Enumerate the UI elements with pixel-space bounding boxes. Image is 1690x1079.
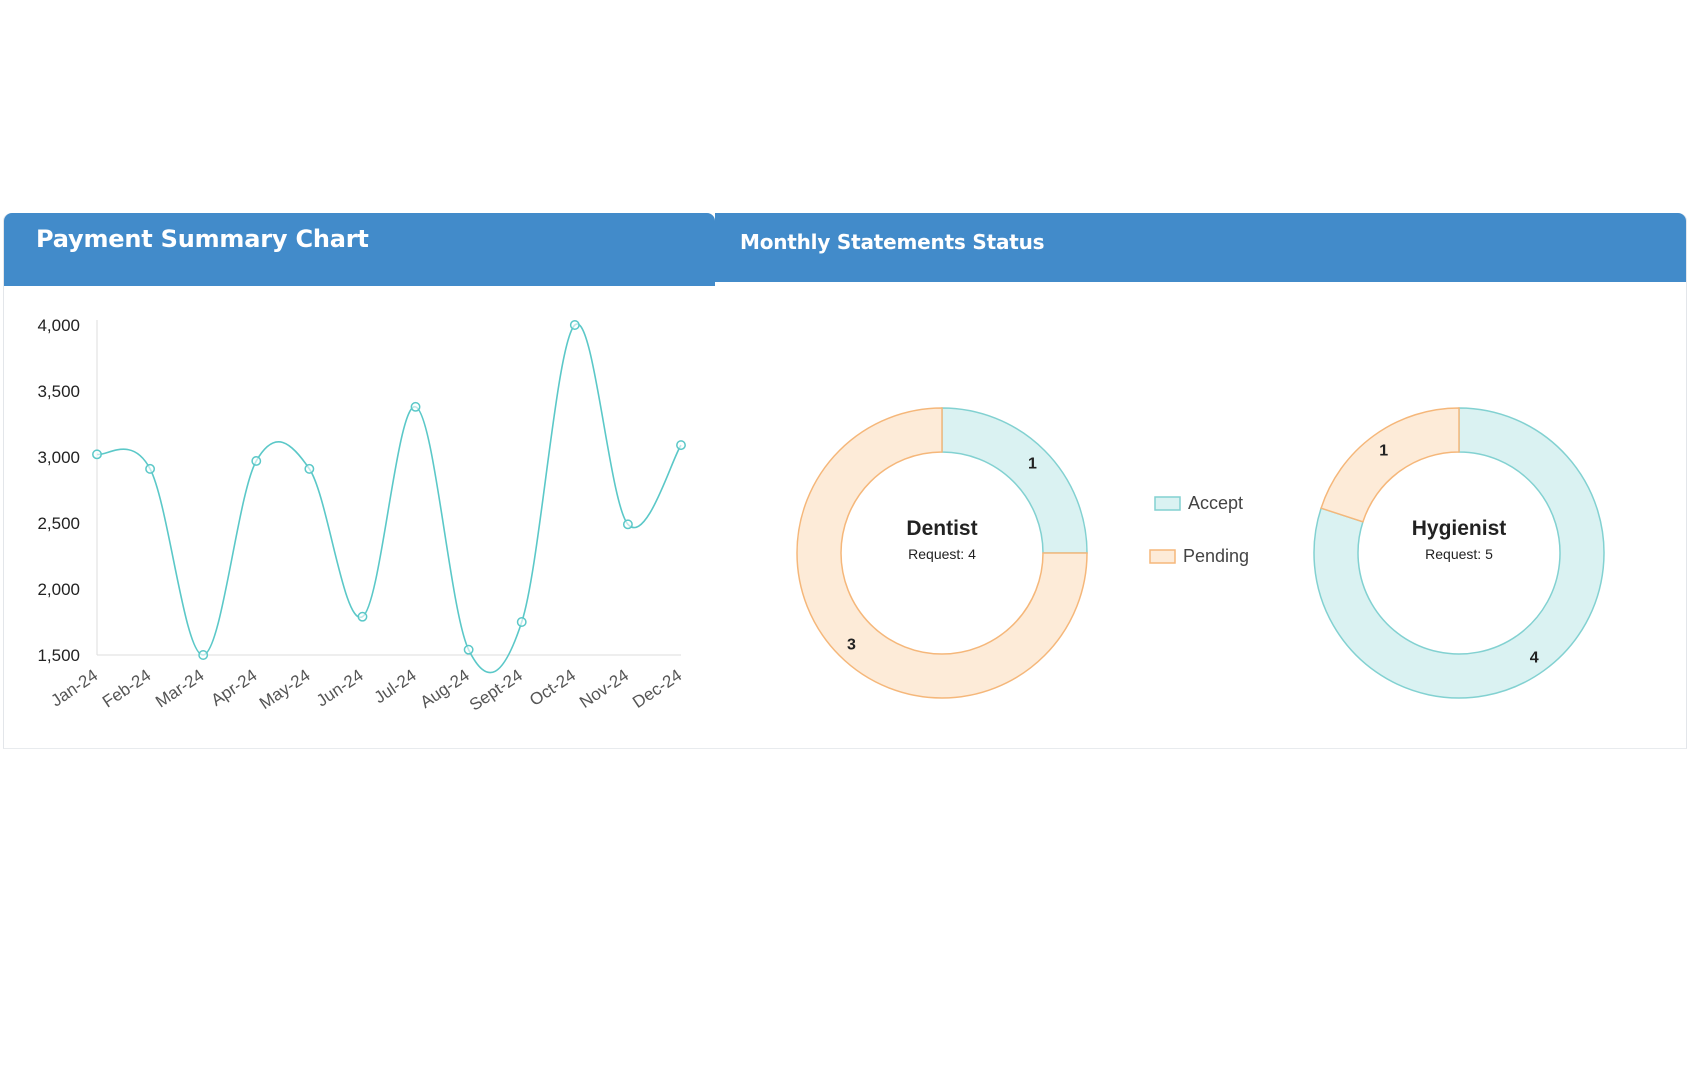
- payment-series-line: [96, 323, 682, 674]
- y-tick-labels: 1,500 2,000 2,500 3,000 3,500 4,000: [37, 316, 80, 665]
- x-tick-label: May-24: [256, 666, 314, 713]
- slice-value-label: 1: [1028, 455, 1037, 472]
- slice-value-label: 4: [1530, 650, 1539, 667]
- y-tick-label: 1,500: [37, 646, 80, 665]
- legend-label[interactable]: Pending: [1183, 546, 1249, 566]
- data-point: [410, 401, 421, 412]
- data-point: [304, 463, 315, 474]
- x-tick-label: Jul-24: [371, 666, 420, 708]
- y-tick-label: 3,000: [37, 448, 80, 467]
- data-point: [198, 650, 209, 660]
- data-point: [92, 449, 102, 460]
- accept-slice[interactable]: [1313, 407, 1605, 699]
- pending-slice[interactable]: [796, 407, 1088, 699]
- payment-summary-title: Payment Summary Chart: [36, 225, 369, 253]
- legend-swatch: [1154, 496, 1181, 511]
- x-tick-label: Mar-24: [152, 666, 207, 712]
- data-point: [676, 440, 686, 451]
- legend-swatch: [1149, 549, 1176, 564]
- x-tick-label: Dec-24: [629, 666, 685, 712]
- monthly-statements-title: Monthly Statements Status: [740, 230, 1045, 254]
- pending-slice[interactable]: [1320, 407, 1460, 523]
- payment-summary-header: Payment Summary Chart: [4, 213, 715, 286]
- x-tick-label: Sept-24: [466, 666, 526, 715]
- doughnut-title: Hygienist: [1412, 517, 1507, 540]
- data-point: [569, 320, 580, 330]
- y-tick-label: 3,500: [37, 382, 80, 401]
- payment-summary-panel: Payment Summary Chart: [3, 213, 715, 749]
- hygienist-doughnut-chart: 4 1 Hygienist Request: 5: [1313, 407, 1605, 699]
- data-point: [516, 617, 527, 627]
- x-tick-label: Apr-24: [208, 666, 261, 710]
- slice-value-label: 1: [1379, 442, 1388, 459]
- x-tick-label: Aug-24: [417, 666, 473, 712]
- data-point: [145, 463, 156, 474]
- doughnut-subtitle: Request: 5: [1425, 546, 1493, 562]
- x-tick-label: Jun-24: [313, 666, 367, 711]
- dentist-doughnut-chart: 1 3 Dentist Request: 4: [796, 407, 1088, 699]
- x-tick-label: Feb-24: [99, 666, 154, 712]
- x-tick-label: Jan-24: [48, 666, 102, 711]
- y-tick-label: 2,000: [37, 580, 80, 599]
- monthly-statements-header: Monthly Statements Status: [715, 213, 1686, 282]
- data-point: [622, 519, 633, 530]
- data-point: [251, 456, 262, 466]
- x-tick-label: Oct-24: [526, 666, 579, 710]
- data-point: [357, 611, 368, 622]
- data-point: [463, 644, 474, 655]
- doughnut-subtitle: Request: 4: [908, 546, 976, 562]
- y-tick-label: 4,000: [37, 316, 80, 335]
- slice-value-label: 3: [847, 637, 856, 654]
- doughnut-title: Dentist: [906, 517, 977, 540]
- status-legend: Accept Pending: [1149, 493, 1249, 566]
- y-tick-label: 2,500: [37, 514, 80, 533]
- legend-label[interactable]: Accept: [1188, 493, 1243, 513]
- x-tick-label: Nov-24: [576, 666, 632, 712]
- payment-line-chart: 1,500 2,000 2,500 3,000 3,500 4,000 Jan-24Feb…: [37, 316, 686, 715]
- payment-series-points: [92, 320, 686, 660]
